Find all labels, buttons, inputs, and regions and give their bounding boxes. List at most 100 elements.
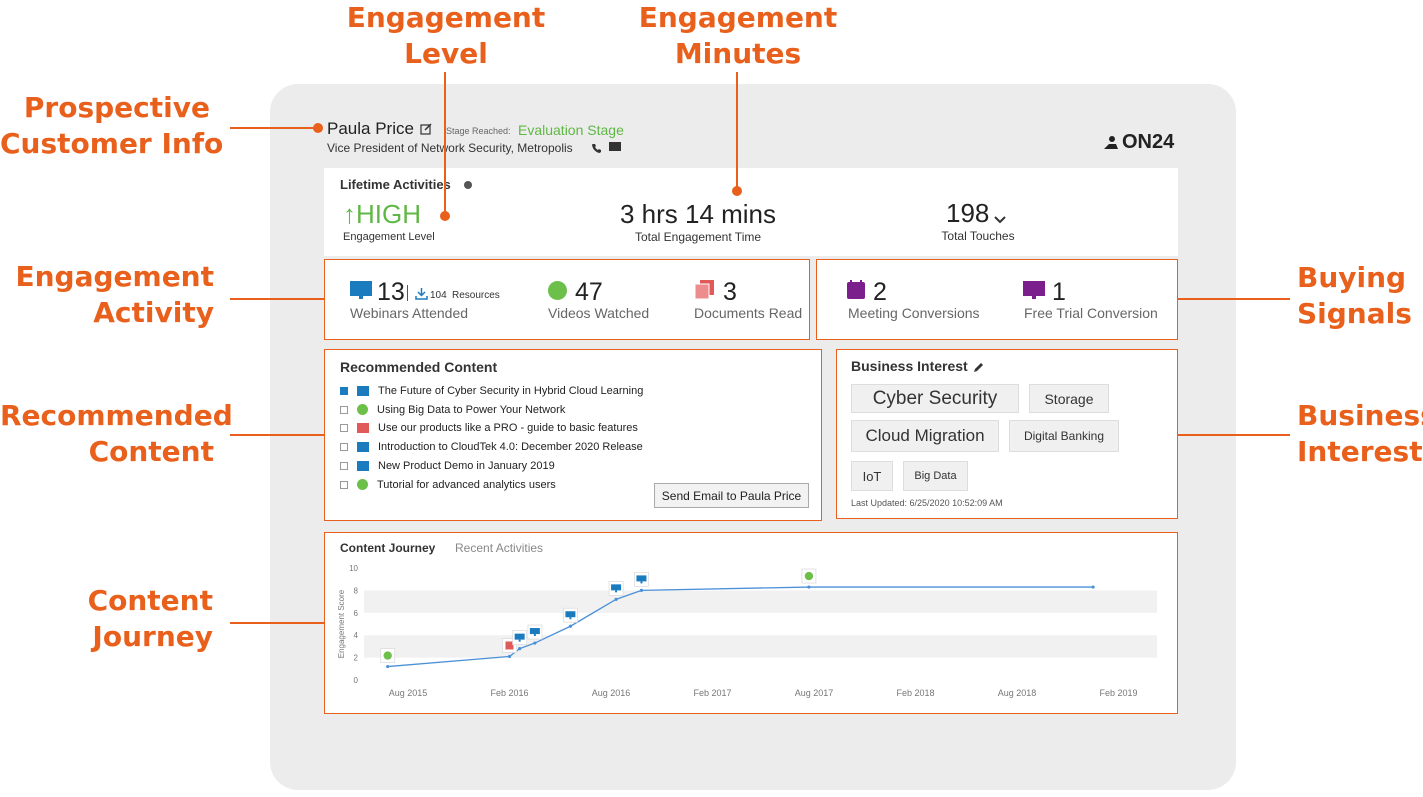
resources-label: Resources	[452, 290, 500, 301]
recommended-title: Recommended Content	[340, 359, 498, 375]
checkbox[interactable]	[340, 480, 348, 489]
prospect-name: Paula Price	[327, 119, 414, 138]
webinar-icon	[357, 442, 369, 453]
x-tick-label: Feb 2017	[693, 688, 731, 698]
data-point	[639, 588, 644, 592]
pencil-icon[interactable]	[973, 360, 984, 378]
chart-band	[364, 612, 1157, 636]
data-point	[807, 585, 811, 589]
engagement-time-value: 3 hrs 14 mins	[619, 199, 777, 229]
webinar-stand	[569, 617, 572, 620]
on24-logo: ON24	[1103, 131, 1174, 154]
y-tick-label: 10	[349, 564, 358, 573]
callout-line: Business	[1297, 399, 1423, 432]
data-point	[533, 641, 537, 645]
connector-line	[230, 298, 324, 300]
tab-content-journey[interactable]: Content Journey	[340, 541, 436, 555]
connector-line	[1178, 434, 1290, 436]
interest-tag[interactable]: Digital Banking	[1009, 420, 1119, 452]
recommended-item[interactable]: New Product Demo in January 2019	[340, 458, 555, 474]
tab-recent-activities[interactable]: Recent Activities	[455, 541, 544, 555]
data-point	[518, 647, 522, 651]
stage-value: Evaluation Stage	[518, 122, 624, 138]
interest-tag[interactable]: Big Data	[903, 461, 968, 491]
y-tick-label: 2	[354, 654, 359, 663]
y-axis-label: Engagement Score	[337, 589, 346, 658]
connector-line	[736, 72, 738, 192]
download-icon	[415, 287, 428, 305]
connector-line	[1178, 298, 1290, 300]
checkbox[interactable]	[340, 387, 348, 395]
recommended-item[interactable]: Use our products like a PRO - guide to b…	[340, 420, 638, 436]
send-email-button[interactable]: Send Email to Paula Price	[654, 483, 809, 508]
trial-count: 1	[1052, 278, 1066, 306]
documents-count: 3	[723, 278, 737, 306]
interest-tag[interactable]: Storage	[1029, 384, 1109, 413]
callout-line: Level	[404, 37, 488, 70]
videos-label: Videos Watched	[548, 305, 650, 321]
chart-band	[364, 590, 1157, 613]
document-icon	[505, 641, 514, 650]
interest-tag[interactable]: Cyber Security	[851, 384, 1019, 413]
webinar-stand	[533, 634, 536, 637]
data-point	[1091, 585, 1095, 589]
chevron-down-icon[interactable]	[994, 211, 1006, 229]
engagement-activity-box	[324, 259, 810, 340]
webinar-icon	[514, 633, 525, 640]
buying-signals-box	[816, 259, 1178, 340]
interest-tag[interactable]: IoT	[851, 461, 893, 491]
video-icon	[357, 404, 368, 416]
engagement-level-label: Engagement Level	[343, 231, 435, 243]
y-tick-label: 0	[354, 676, 359, 685]
recommended-item-label: New Product Demo in January 2019	[378, 459, 555, 472]
checkbox[interactable]	[340, 424, 348, 433]
x-tick-label: Feb 2018	[896, 688, 934, 698]
callout-line: Interests	[1297, 435, 1423, 468]
x-tick-label: Aug 2018	[998, 688, 1037, 698]
callout-line: Minutes	[674, 37, 802, 70]
callout-business-interests: Business Interests	[1297, 398, 1423, 470]
interest-tag[interactable]: Cloud Migration	[851, 420, 999, 452]
checkbox[interactable]	[340, 443, 348, 452]
video-icon	[804, 571, 814, 581]
logo-text: ON24	[1122, 131, 1175, 153]
webinar-icon	[611, 584, 622, 591]
connector-line	[230, 127, 318, 129]
recommended-item[interactable]: Introduction to CloudTek 4.0: December 2…	[340, 439, 643, 455]
webinar-stand	[640, 581, 643, 584]
lifetime-title: Lifetime Activities	[340, 177, 451, 192]
callout-line: Content	[87, 584, 213, 617]
trial-icon	[1023, 281, 1045, 305]
webinar-stand	[615, 590, 618, 593]
edit-icon[interactable]	[420, 122, 432, 140]
phone-icon[interactable]	[591, 141, 602, 159]
info-icon[interactable]	[464, 181, 472, 189]
checkbox[interactable]	[340, 461, 348, 470]
y-tick-label: 4	[354, 631, 359, 640]
meeting-count: 2	[873, 278, 887, 306]
webinar-stand	[518, 639, 521, 642]
webinars-label: Webinars Attended	[350, 305, 469, 321]
x-tick-label: Aug 2017	[795, 688, 834, 698]
email-icon[interactable]	[609, 142, 621, 151]
engagement-level-value: ↑HIGH	[343, 199, 421, 229]
recommended-item-label: Introduction to CloudTek 4.0: December 2…	[378, 441, 643, 454]
callout-engagement-level: Engagement Level	[346, 0, 546, 72]
x-tick-label: Aug 2015	[389, 688, 428, 698]
content-journey-chart: 0 2 4 6 8 10 Engagement Score Aug 2015 Feb 2016 A…	[337, 564, 1157, 698]
callout-line: Recommended	[0, 399, 233, 432]
recommended-item-label: The Future of Cyber Security in Hybrid C…	[378, 385, 644, 397]
recommended-item-label: Tutorial for advanced analytics users	[377, 478, 556, 491]
resources-count: 104	[430, 290, 447, 301]
data-point	[614, 597, 618, 601]
checkbox[interactable]	[340, 405, 348, 414]
recommended-item[interactable]: The Future of Cyber Security in Hybrid C…	[340, 383, 643, 399]
calendar-icon	[847, 280, 865, 304]
total-touches-value: 198	[946, 198, 990, 228]
chart-band	[364, 657, 1157, 680]
last-updated: Last Updated: 6/25/2020 10:52:09 AM	[851, 498, 1003, 508]
recommended-item[interactable]: Tutorial for advanced analytics users	[340, 477, 556, 493]
callout-engagement-activity: Engagement Activity	[0, 259, 214, 331]
recommended-item[interactable]: Using Big Data to Power Your Network	[340, 402, 565, 418]
callout-line: Journey	[92, 620, 213, 653]
